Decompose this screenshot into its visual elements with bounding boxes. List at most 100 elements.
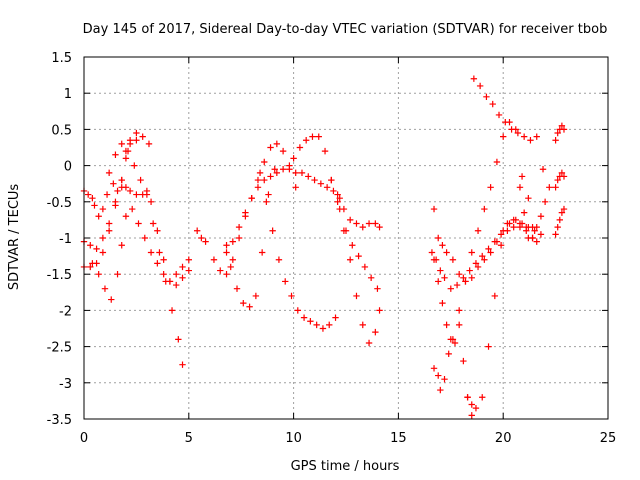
y-tick-label: 1 — [64, 87, 72, 102]
series-arc-18 — [430, 350, 452, 394]
data-point — [99, 249, 107, 256]
data-point — [514, 129, 522, 137]
data-point — [342, 227, 350, 234]
data-point — [252, 292, 260, 300]
x-tick-label: 20 — [495, 431, 512, 446]
chart-title: Day 145 of 2017, Sidereal Day-to-day VTE… — [83, 22, 608, 37]
data-point — [93, 245, 100, 253]
data-point — [500, 227, 507, 234]
data-point — [300, 314, 308, 321]
data-point — [126, 140, 134, 148]
data-point — [286, 162, 293, 169]
data-point — [468, 412, 475, 419]
series-arc-4 — [89, 205, 192, 303]
data-point — [485, 343, 492, 350]
data-point — [147, 249, 155, 256]
axis-ticks: 0 5 10 15 20 25 -3.5 -3 -2.5 -2 -1.5 -1 -0.5 0 0.5 1 1.5 — [47, 51, 617, 446]
data-point — [554, 129, 561, 137]
data-point — [265, 191, 272, 198]
data-point — [489, 100, 496, 108]
data-point — [323, 184, 331, 191]
data-point — [198, 234, 205, 242]
data-point — [554, 223, 561, 231]
data-point — [302, 137, 310, 144]
data-point — [537, 213, 545, 220]
data-point — [435, 234, 442, 242]
data-point — [558, 169, 566, 177]
data-point — [443, 321, 450, 329]
data-point — [256, 169, 264, 177]
data-point — [139, 133, 146, 140]
data-point — [539, 166, 547, 173]
data-point — [105, 220, 113, 227]
data-point — [321, 147, 329, 155]
data-point — [533, 133, 540, 140]
data-point — [552, 231, 559, 238]
series-arc-25 — [552, 205, 568, 238]
series-arc-7 — [193, 227, 224, 274]
y-tick-label: -1.5 — [47, 268, 72, 283]
data-point — [447, 285, 454, 292]
data-point — [529, 234, 536, 242]
data-point — [273, 140, 281, 148]
series-arc-16 — [430, 205, 545, 285]
data-point — [487, 184, 494, 191]
data-point — [502, 118, 509, 126]
data-point — [518, 173, 526, 180]
data-point — [122, 184, 130, 191]
data-point — [330, 187, 337, 195]
data-point — [527, 137, 534, 144]
data-point — [154, 260, 161, 267]
data-point — [451, 339, 459, 347]
data-point — [552, 137, 559, 144]
data-point — [135, 220, 142, 227]
data-point — [554, 176, 561, 184]
data-point — [353, 292, 360, 300]
data-point — [537, 231, 545, 238]
x-tick-label: 0 — [80, 431, 88, 446]
data-point — [124, 147, 132, 155]
x-tick-label: 25 — [600, 431, 617, 446]
data-point — [217, 267, 224, 274]
series-arc-9 — [223, 140, 299, 278]
data-point — [179, 263, 186, 271]
data-point — [474, 227, 482, 234]
data-point — [476, 82, 484, 90]
data-point — [315, 133, 322, 140]
data-point — [131, 162, 138, 169]
data-point — [254, 176, 262, 184]
series-arc-23 — [552, 122, 568, 144]
data-point — [258, 249, 266, 256]
data-point — [292, 169, 299, 177]
data-point — [449, 256, 457, 263]
data-point — [263, 198, 270, 205]
data-point — [472, 404, 480, 412]
data-point — [497, 242, 505, 249]
data-point — [359, 321, 366, 329]
data-point — [133, 137, 140, 144]
data-point — [437, 386, 444, 394]
data-point — [437, 267, 444, 274]
data-point — [560, 173, 568, 180]
data-point — [558, 122, 566, 129]
data-point — [309, 133, 316, 140]
y-tick-label: -3.5 — [47, 413, 72, 428]
data-point — [533, 223, 540, 231]
data-point — [279, 166, 287, 173]
data-point — [145, 140, 153, 148]
data-point — [525, 194, 532, 202]
data-point — [541, 198, 549, 205]
data-point — [376, 307, 383, 314]
data-point — [160, 271, 167, 278]
grid-layer — [84, 57, 608, 419]
y-tick-label: -1 — [59, 232, 72, 247]
data-point — [114, 271, 121, 278]
series-arc-22 — [516, 184, 553, 242]
data-point — [141, 234, 148, 242]
series-arc-14 — [336, 205, 381, 292]
data-point — [355, 252, 362, 260]
data-point — [430, 256, 438, 263]
data-point — [269, 227, 276, 234]
data-point — [317, 180, 325, 187]
data-point — [372, 220, 379, 227]
